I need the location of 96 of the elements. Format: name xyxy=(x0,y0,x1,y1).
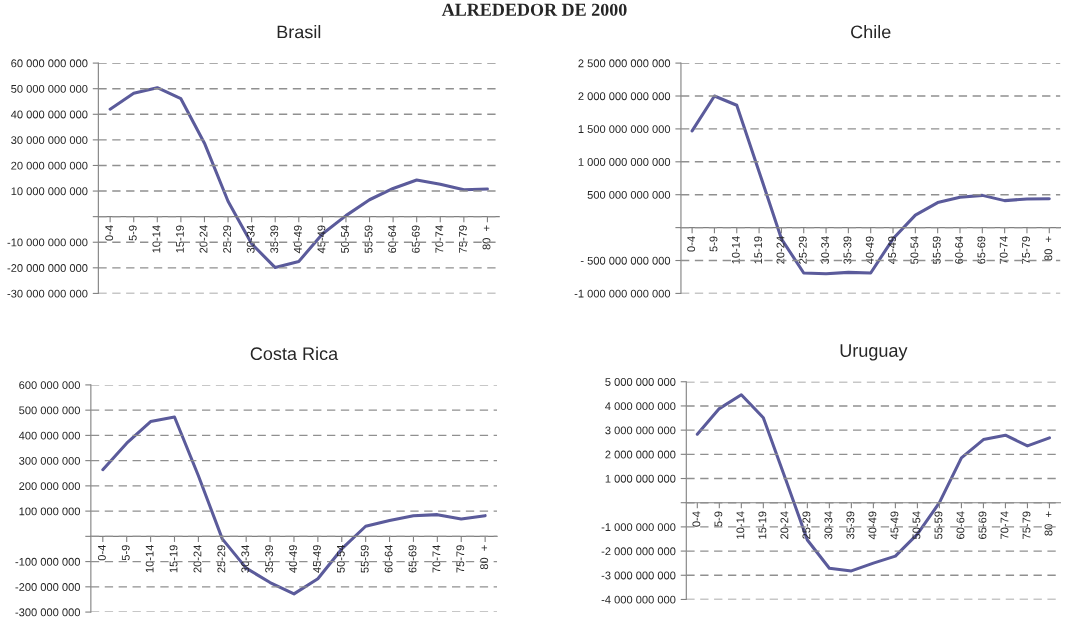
y-tick-label: -20 000 000 000 xyxy=(7,264,88,272)
x-tick-label: 35-39 xyxy=(265,545,274,573)
x-tick-label: 75-79 xyxy=(1022,236,1030,264)
chart-title: Uruguay xyxy=(840,344,908,361)
x-tick-label: 35-39 xyxy=(270,225,279,253)
y-tick-label: -10 000 000 000 xyxy=(7,238,88,247)
x-tick-label: 50-54 xyxy=(912,511,921,539)
y-tick-label: 50 000 000 000 xyxy=(11,84,88,93)
x-tick-label: 20-24 xyxy=(776,236,785,264)
x-tick-label: 10-14 xyxy=(731,236,740,264)
x-tick-label: 30-34 xyxy=(246,225,255,253)
x-tick-label: 55-59 xyxy=(360,545,369,573)
x-tick-label: 40-49 xyxy=(289,545,297,573)
x-tick-label: 0-4 xyxy=(105,225,114,241)
y-tick-label: -3 000 000 000 xyxy=(601,571,676,580)
y-tick-label: 1 500 000 000 000 xyxy=(578,125,671,134)
x-tick-label: 40-49 xyxy=(868,511,877,540)
x-tick-label: 5-9 xyxy=(121,545,130,561)
x-tick-label: 35-39 xyxy=(846,511,855,540)
y-tick-label: 500 000 000 xyxy=(19,406,81,415)
x-tick-label: 50-54 xyxy=(336,545,345,573)
x-tick-label: 25-29 xyxy=(223,225,232,253)
x-tick-label: 65-69 xyxy=(408,545,417,573)
x-tick-label: 50-54 xyxy=(910,236,919,264)
x-tick-label: 30-34 xyxy=(824,511,833,540)
y-tick-label: -4 000 000 000 xyxy=(601,595,676,604)
chart-title: Chile xyxy=(851,25,891,39)
y-tick-label: -100 000 000 xyxy=(15,557,81,566)
x-tick-label: 30-34 xyxy=(821,236,830,264)
x-tick-label: 70-74 xyxy=(999,236,1008,264)
y-tick-label: 10 000 000 000 xyxy=(11,187,88,196)
x-tick-label: 60-64 xyxy=(955,236,963,264)
x-tick-label: 45-49 xyxy=(312,545,321,573)
y-tick-label: 20 000 000 000 xyxy=(11,161,88,170)
x-tick-label: 40-49 xyxy=(865,236,874,265)
x-tick-label: 80 + xyxy=(1044,511,1053,536)
x-tick-label: 70-74 xyxy=(432,545,441,573)
y-tick-label: 40 000 000 000 xyxy=(10,110,88,119)
x-tick-label: 20-24 xyxy=(780,511,789,539)
y-tick-label: 200 000 000 xyxy=(19,482,81,491)
y-tick-label: 30 000 000 000 xyxy=(11,136,88,145)
x-tick-label: 25-29 xyxy=(802,511,811,539)
x-tick-label: 25-29 xyxy=(217,545,226,573)
x-tick-label: 70-74 xyxy=(1000,511,1009,539)
x-tick-label: 0-4 xyxy=(687,236,696,252)
x-tick-label: 65-69 xyxy=(978,511,987,539)
x-tick-label: 80 + xyxy=(1044,236,1053,261)
y-tick-label: 100 000 000 xyxy=(19,507,81,516)
x-tick-label: 15-19 xyxy=(754,236,763,264)
x-tick-label: 0-4 xyxy=(97,545,106,561)
y-tick-label: 60 000 000 000 xyxy=(11,59,88,68)
y-tick-label: -1 000 000 000 xyxy=(601,523,676,532)
y-tick-label: 2 000 000 000 000 xyxy=(578,92,671,101)
y-tick-label: 2 000 000 000 xyxy=(605,450,676,459)
x-tick-label: 65-69 xyxy=(977,236,986,264)
x-tick-label: 60-64 xyxy=(956,511,965,539)
x-tick-label: 15-19 xyxy=(176,225,184,253)
x-tick-label: 55-59 xyxy=(364,225,373,253)
chart-title: Brasil xyxy=(277,25,321,39)
y-tick-label: 300 000 000 xyxy=(19,456,81,465)
x-tick-label: 5-9 xyxy=(709,236,718,252)
y-tick-label: 2 500 000 000 000 xyxy=(578,59,671,68)
x-tick-label: 30-34 xyxy=(241,545,250,573)
y-tick-label: - 500 000 000 000 xyxy=(580,256,671,265)
y-tick-label: -30 000 000 000 xyxy=(7,289,88,298)
y-tick-label: -1 000 000 000 000 xyxy=(574,289,671,298)
y-tick-label: 5 000 000 000 xyxy=(605,378,676,386)
y-tick-label: 600 000 000 xyxy=(19,381,81,390)
x-tick-label: 5-9 xyxy=(128,225,137,241)
x-tick-label: 75-79 xyxy=(1022,511,1031,539)
x-tick-label: 50-54 xyxy=(341,225,349,253)
chart-title: Costa Rica xyxy=(250,346,339,361)
y-tick-label: -200 000 000 xyxy=(15,583,81,591)
y-tick-label: -300 000 000 xyxy=(15,608,81,617)
y-tick-label: 1 000 000 000 xyxy=(605,474,676,483)
x-tick-label: 10-14 xyxy=(736,511,745,539)
x-tick-label: 0-4 xyxy=(692,511,701,527)
x-tick-label: 5-9 xyxy=(714,511,723,527)
x-tick-label: 45-49 xyxy=(890,511,899,540)
y-tick-label: 4 000 000 000 xyxy=(605,402,676,411)
x-tick-label: 20-24 xyxy=(193,545,202,573)
x-tick-label: 15-19 xyxy=(169,545,178,573)
y-tick-label: 3 000 000 000 xyxy=(605,426,676,435)
x-tick-label: 35-39 xyxy=(843,236,852,264)
x-tick-label: 60-64 xyxy=(384,545,393,573)
x-tick-label: 65-69 xyxy=(411,225,420,253)
x-tick-label: 55-59 xyxy=(934,511,943,539)
y-tick-label: 500 000 000 000 xyxy=(587,190,671,199)
y-tick-label: 1 000 000 000 000 xyxy=(578,158,671,166)
text: ALREDEDOR DE 2000 xyxy=(441,3,627,16)
y-tick-label: 400 000 000 xyxy=(18,431,81,440)
x-tick-label: 75-79 xyxy=(456,545,465,573)
y-tick-label: -2 000 000 000 xyxy=(601,547,676,556)
x-tick-label: 15-19 xyxy=(758,511,767,539)
x-tick-label: 55-59 xyxy=(932,236,941,264)
x-tick-label: 25-29 xyxy=(798,236,807,264)
